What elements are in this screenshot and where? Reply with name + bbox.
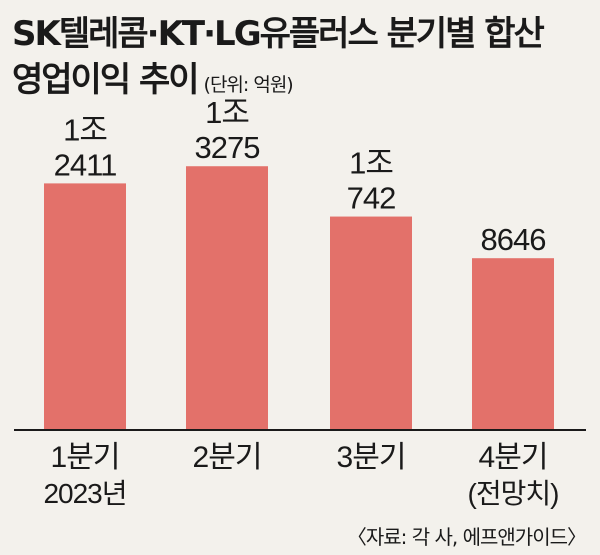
chart-title-line1: SK텔레콤·KT·LG유플러스 분기별 합산: [12, 14, 545, 54]
x-labels-group: 1분기 2023년 2분기 3분기 4분기 (전망치): [43, 441, 559, 509]
chart-title-text: 영업이익 추이: [12, 60, 200, 100]
value-label-1-line-1: 1조: [63, 112, 107, 147]
category-label-1: 1분기: [51, 441, 120, 474]
value-label-3-line-2: 742: [347, 181, 396, 216]
category-label-4: 4분기: [479, 441, 548, 474]
bar-3: [330, 216, 412, 430]
bar-1: [44, 183, 126, 430]
value-label-2-line-2: 3275: [195, 130, 260, 165]
bar-2: [186, 166, 268, 430]
bars-group: [44, 166, 554, 430]
category-label-3: 3분기: [337, 441, 406, 474]
category-sublabel-1: 2023년: [43, 478, 126, 509]
value-label-2-line-1: 1조: [205, 95, 249, 130]
source-note: 〈자료: 각 사, 에프앤가이드〉: [346, 525, 587, 549]
value-label-1-line-2: 2411: [54, 147, 117, 182]
bar-4: [472, 258, 554, 430]
category-sublabel-4: (전망치): [468, 478, 559, 509]
unit-note: (단위: 억원): [203, 74, 294, 96]
value-label-4-line-1: 8646: [481, 222, 546, 257]
value-label-3-line-1: 1조: [349, 146, 393, 181]
chart-title-line2: 영업이익 추이 (단위: 억원): [12, 52, 294, 101]
category-label-2: 2분기: [193, 441, 262, 474]
